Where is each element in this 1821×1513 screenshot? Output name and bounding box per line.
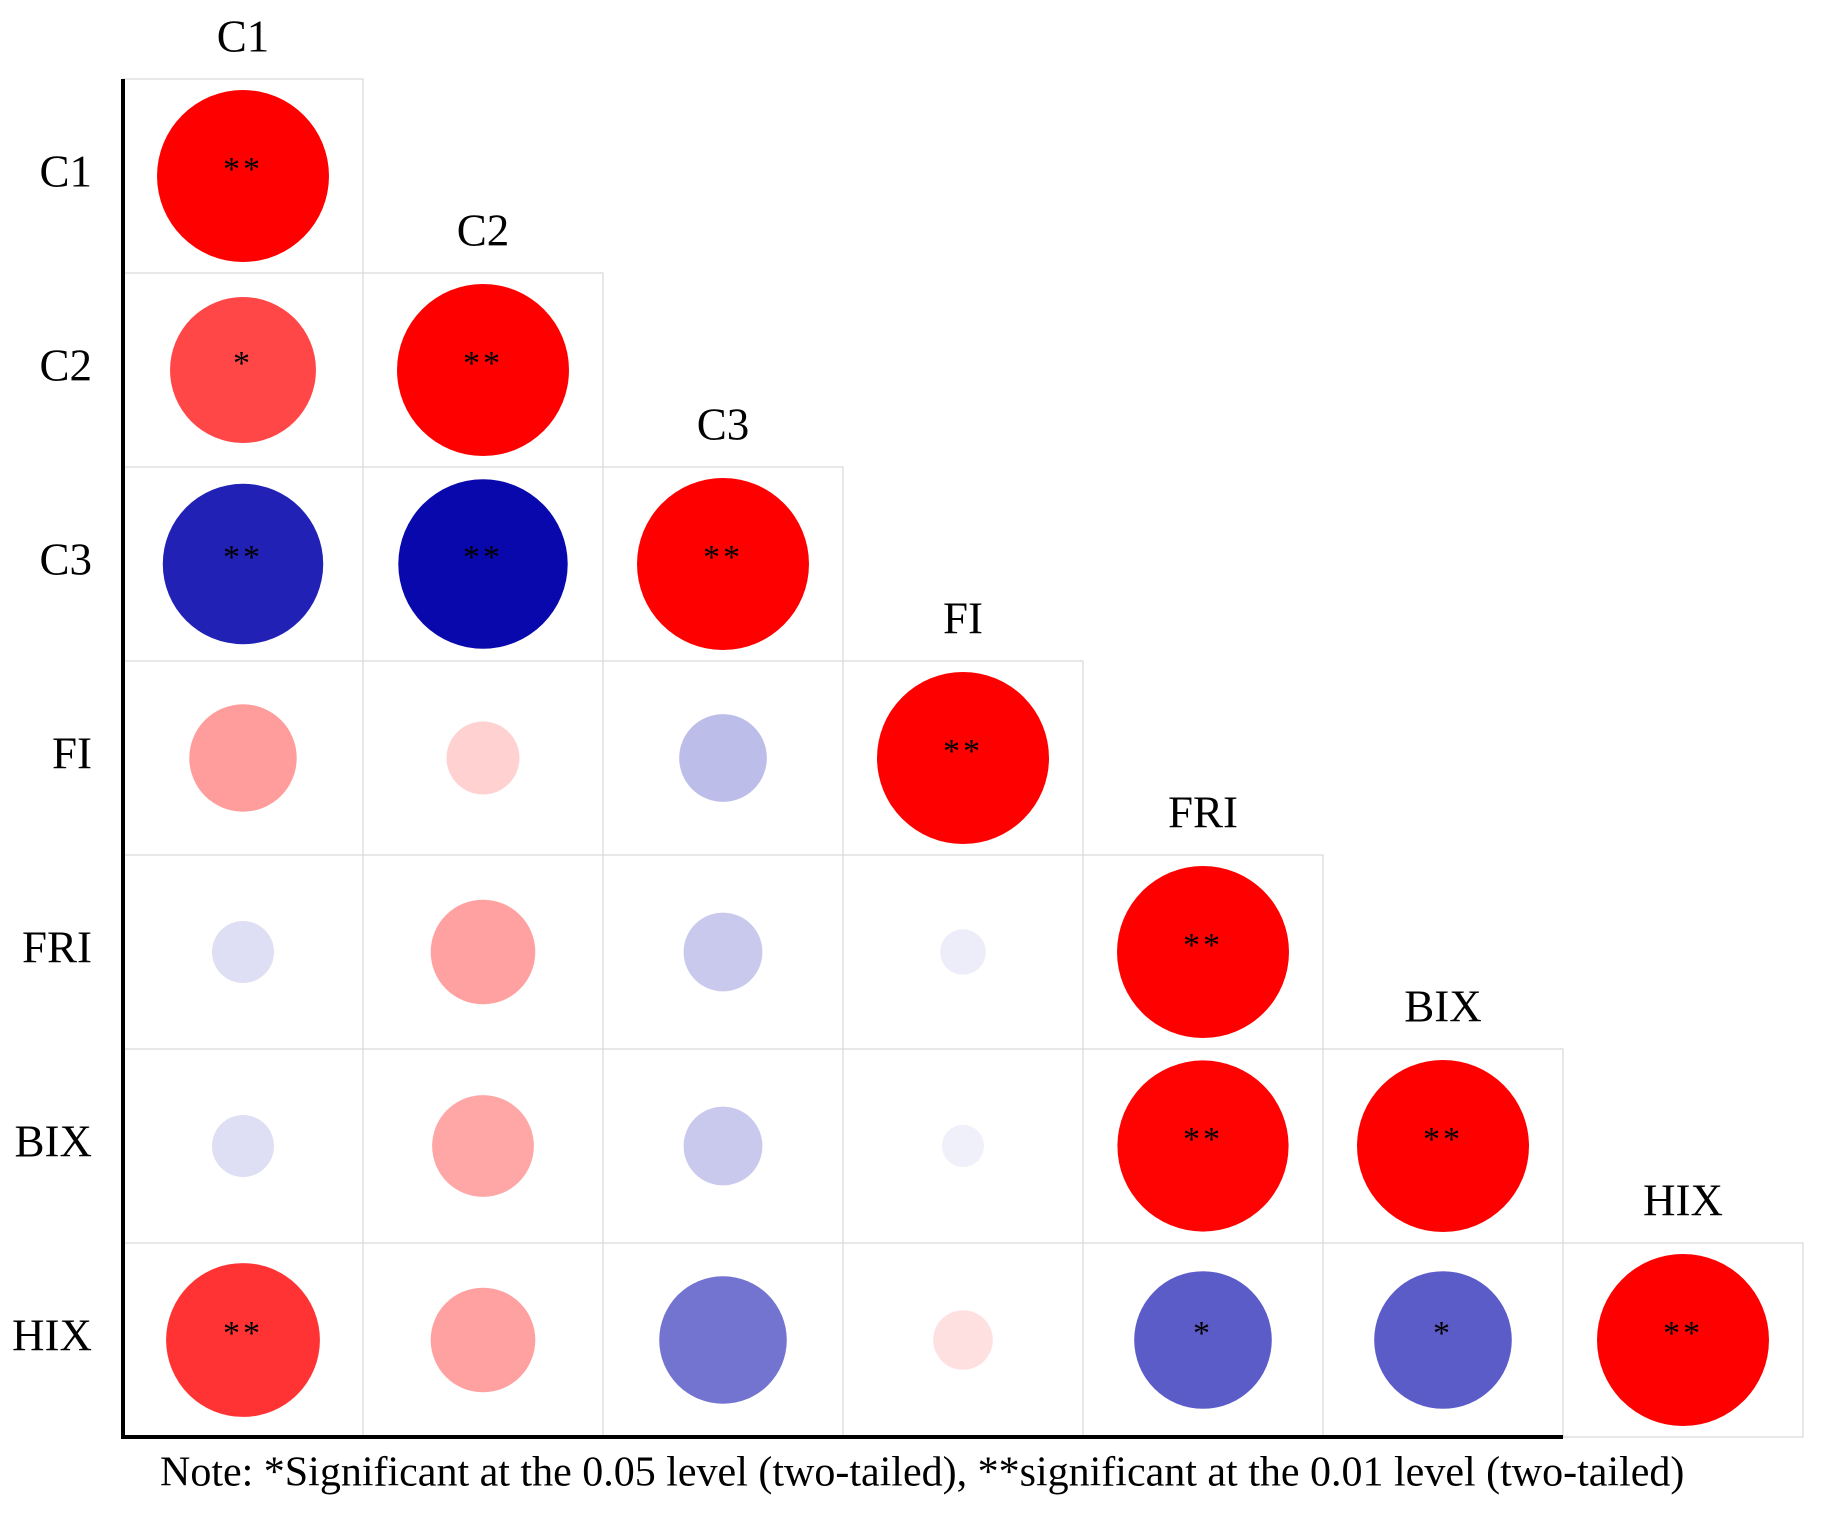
corr-circle: [679, 714, 767, 802]
column-label: BIX: [1404, 981, 1482, 1031]
significance: *: [1193, 1315, 1213, 1352]
column-label: HIX: [1643, 1175, 1723, 1225]
significance: **: [223, 539, 263, 576]
significance: **: [1183, 1121, 1223, 1158]
significance: **: [1183, 927, 1223, 964]
column-label: FI: [943, 593, 983, 643]
corr-circle: [211, 1114, 275, 1178]
corr-circle: [933, 1310, 993, 1370]
column-label: C1: [217, 11, 270, 61]
corr-circle: [1597, 1254, 1769, 1426]
corr-circle: [1117, 866, 1289, 1038]
row-label: C3: [39, 534, 92, 584]
column-label: FRI: [1168, 787, 1238, 837]
cell: [1562, 1242, 1804, 1438]
significance: **: [463, 345, 503, 382]
corr-circle: [398, 479, 568, 649]
corr-circle: [1374, 1271, 1512, 1409]
corr-circle: [170, 297, 316, 443]
corr-circle: [430, 1287, 536, 1393]
significance: **: [943, 733, 983, 770]
corr-circle: [683, 912, 763, 992]
significance: *: [1433, 1315, 1453, 1352]
corr-circle: [940, 929, 986, 975]
corr-circle: [1134, 1271, 1272, 1409]
corr-circle: [211, 920, 275, 984]
corr-circle: [189, 704, 297, 812]
corr-circle: [637, 478, 809, 650]
significance: *: [233, 345, 253, 382]
significance: **: [463, 539, 503, 576]
significance: **: [703, 539, 743, 576]
corr-circle: [162, 483, 324, 645]
significance: **: [223, 151, 263, 188]
corr-circle: [446, 721, 520, 795]
corr-circle: [683, 1106, 763, 1186]
note: Note: *Significant at the 0.05 level (tw…: [160, 1450, 1684, 1496]
significance: **: [223, 1315, 263, 1352]
significance: **: [1423, 1121, 1463, 1158]
column-label: C3: [697, 399, 750, 449]
corr-circle: [157, 90, 329, 262]
corr-circle: [941, 1124, 985, 1168]
column-label: C2: [457, 205, 510, 255]
corr-circle: [397, 284, 569, 456]
row-label: FI: [52, 728, 92, 778]
corr-circle: [166, 1263, 320, 1417]
corr-circle: [1117, 1060, 1289, 1232]
row-label: FRI: [22, 922, 92, 972]
corr-circle: [430, 899, 536, 1005]
row-label: BIX: [15, 1116, 93, 1166]
significance: **: [1663, 1315, 1703, 1352]
row-label: C2: [39, 340, 92, 390]
row-label: C1: [39, 146, 92, 196]
corr-circle: [877, 672, 1049, 844]
corr-circle: [1357, 1060, 1529, 1232]
corr-circle: [432, 1095, 534, 1197]
row-label: HIX: [12, 1310, 92, 1360]
corr-circle: [659, 1276, 787, 1404]
